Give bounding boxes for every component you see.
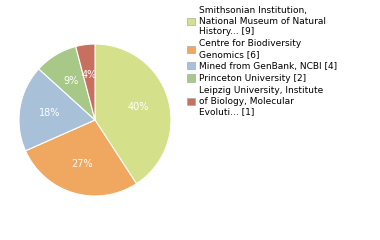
Wedge shape <box>19 69 95 151</box>
Wedge shape <box>76 44 95 120</box>
Text: 40%: 40% <box>128 102 149 112</box>
Text: 4%: 4% <box>82 70 97 80</box>
Wedge shape <box>25 120 136 196</box>
Wedge shape <box>39 47 95 120</box>
Text: 9%: 9% <box>64 76 79 86</box>
Text: 18%: 18% <box>39 108 61 118</box>
Legend: Smithsonian Institution,
National Museum of Natural
History... [9], Centre for B: Smithsonian Institution, National Museum… <box>185 5 339 118</box>
Text: 27%: 27% <box>71 159 93 169</box>
Wedge shape <box>95 44 171 184</box>
